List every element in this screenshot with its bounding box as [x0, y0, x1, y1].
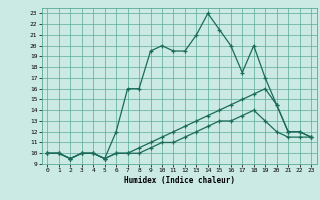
X-axis label: Humidex (Indice chaleur): Humidex (Indice chaleur) — [124, 176, 235, 185]
